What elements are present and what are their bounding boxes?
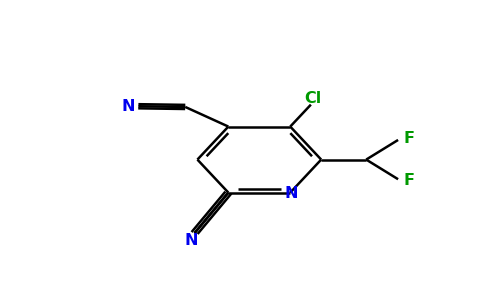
Text: N: N — [285, 186, 298, 201]
Text: N: N — [184, 233, 197, 248]
Text: F: F — [403, 173, 414, 188]
Text: F: F — [403, 131, 414, 146]
Text: N: N — [121, 99, 135, 114]
Text: Cl: Cl — [304, 91, 321, 106]
